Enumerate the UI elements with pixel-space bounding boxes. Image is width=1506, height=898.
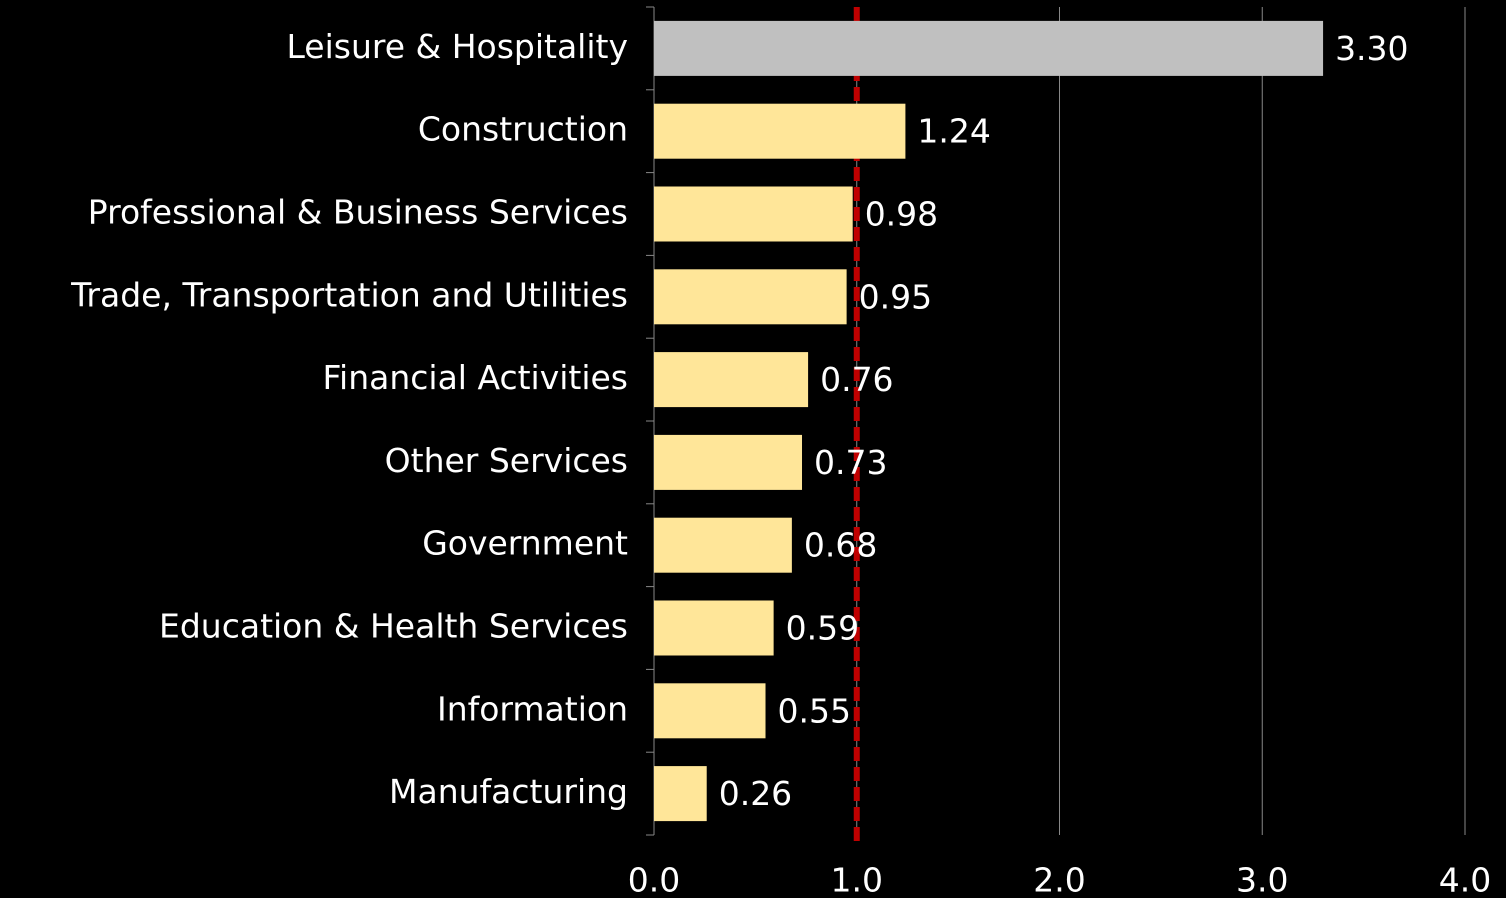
y-tick-label: Other Services [385,441,628,480]
bar [654,269,847,325]
y-tick-label: Government [422,524,628,563]
y-tick-label: Professional & Business Services [88,193,628,232]
y-tick-label: Trade, Transportation and Utilities [70,275,628,314]
x-tick-label: 3.0 [1236,861,1288,898]
value-label: 0.76 [820,360,893,399]
bar [654,683,766,739]
value-label: 1.24 [917,112,990,151]
bar [654,20,1324,76]
x-tick-label: 4.0 [1439,861,1491,898]
y-tick-label: Education & Health Services [159,607,628,646]
x-tick-label: 2.0 [1033,861,1085,898]
value-label: 0.59 [786,609,859,648]
value-label: 0.98 [865,195,938,234]
bar [654,600,774,656]
y-tick-label: Leisure & Hospitality [286,27,628,66]
bar [654,434,803,490]
y-tick-label: Manufacturing [389,772,628,811]
bar [654,352,809,408]
value-label: 0.95 [859,277,932,316]
x-tick-label: 1.0 [831,861,883,898]
bar [654,103,906,159]
bar [654,186,853,242]
value-label: 0.73 [814,443,887,482]
x-tick-label: 0.0 [628,861,680,898]
value-label: 3.30 [1335,29,1408,68]
value-label: 0.55 [778,691,851,730]
bar [654,517,792,573]
value-label: 0.68 [804,526,877,565]
y-tick-label: Information [437,689,628,728]
y-tick-label: Construction [418,110,628,149]
bar [654,766,707,822]
y-tick-label: Financial Activities [322,358,628,397]
value-label: 0.26 [719,774,792,813]
